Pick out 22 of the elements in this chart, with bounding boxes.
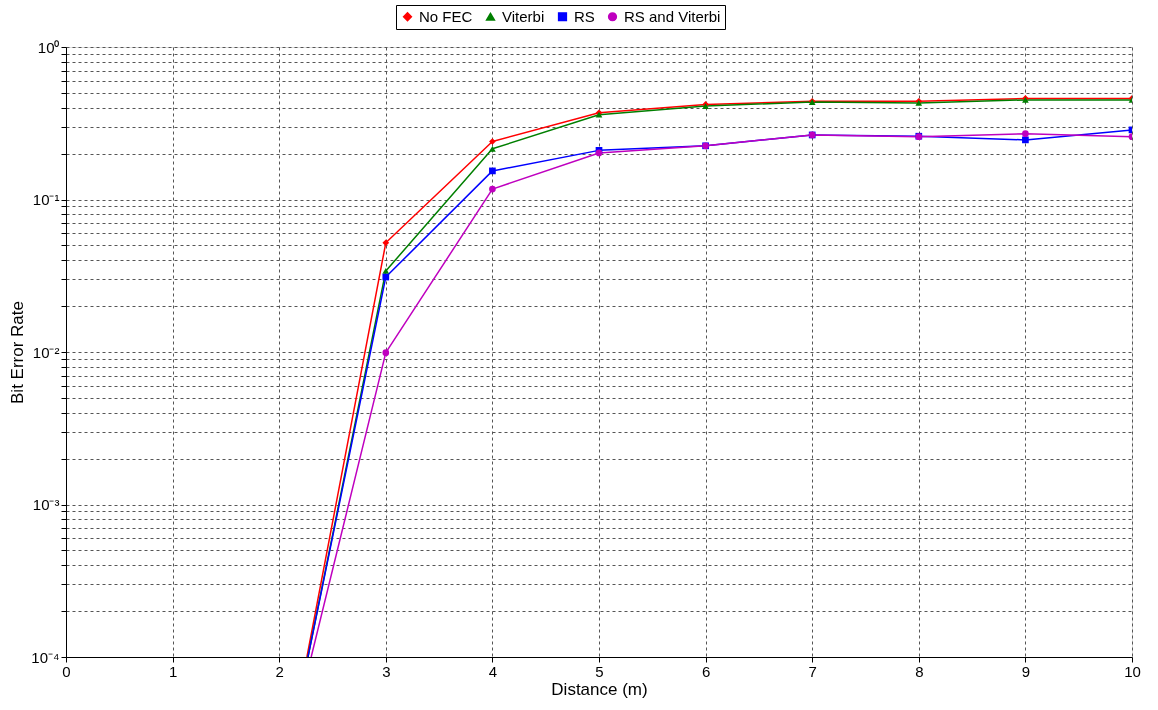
x-tick-label: 4 [488,662,498,680]
x-tick-label: 1 [168,662,178,680]
x-tick-label: 6 [701,662,711,680]
legend-label: Viterbi [502,7,545,25]
x-tick-label: 7 [808,662,817,680]
legend-label: No FEC [419,7,473,25]
x-tick-label: 10 [1124,662,1141,680]
legend-label: RS [574,7,595,25]
y-tick-label: 10⁰ [37,38,60,56]
x-tick-label: 5 [595,662,604,680]
x-tick-label: 9 [1021,662,1031,680]
x-axis-title: Distance (m) [551,679,648,699]
y-tick-label: 10⁻¹ [32,191,60,208]
y-tick-label: 10⁻⁴ [31,648,60,666]
x-tick-label: 3 [382,662,391,680]
x-tick-label: 2 [275,662,284,680]
y-tick-label: 10⁻³ [32,496,60,513]
x-tick-label: 8 [915,662,924,680]
y-tick-label: 10⁻² [32,343,60,361]
y-axis-title: Bit Error Rate [8,301,28,404]
x-tick-label: 0 [62,662,71,680]
legend-label: RS and Viterbi [624,7,721,25]
